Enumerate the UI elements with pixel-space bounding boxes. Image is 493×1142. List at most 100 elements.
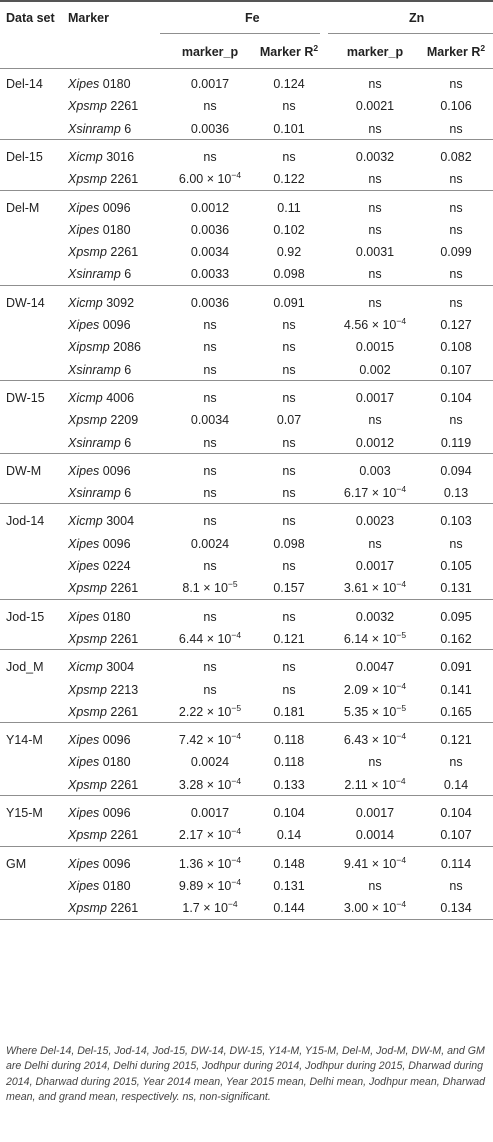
dataset-label: DW-14	[6, 295, 45, 310]
marker-prefix: Xicmp	[68, 295, 103, 310]
dataset-label: DW-M	[6, 463, 42, 478]
fe-marker-p: ns	[203, 660, 217, 675]
dataset-label: Del-15	[6, 149, 43, 164]
zn-marker-p: ns	[368, 536, 382, 551]
marker-prefix: Xipes	[68, 755, 100, 770]
fe-marker-r2: ns	[282, 340, 296, 355]
fe-marker-p: 9.89 × 10−4	[178, 876, 242, 893]
fe-marker-r2: 0.124	[273, 77, 305, 91]
marker-name: Xpsmp 2261	[68, 704, 138, 720]
fe-marker-r2: 0.144	[273, 901, 305, 916]
header-zn-marker-p: marker_p	[346, 45, 404, 59]
marker-number: 2261	[106, 777, 139, 792]
table-footnote: Where Del-14, Del-15, Jod-14, Jod-15, DW…	[6, 1045, 485, 1104]
marker-number: 2213	[106, 682, 139, 697]
dataset-label: Jod_M	[6, 660, 44, 675]
marker-prefix: Xipes	[68, 609, 100, 624]
marker-name: Xsinramp 6	[68, 266, 131, 282]
marker-prefix: Xipes	[68, 733, 100, 748]
marker-name: Xipes 0096	[68, 200, 131, 216]
zn-marker-p: 3.61 × 10−4	[343, 579, 407, 596]
fe-marker-p: 0.0034	[190, 413, 230, 428]
header-zn: Zn	[409, 11, 425, 25]
marker-number: 2261	[106, 704, 139, 719]
fe-marker-p: ns	[203, 609, 217, 624]
group-separator	[0, 189, 493, 191]
zn-group-rule	[328, 33, 493, 34]
zn-marker-p: ns	[368, 267, 382, 282]
zn-marker-r2: ns	[449, 413, 463, 428]
marker-number: 2261	[106, 828, 139, 843]
zn-marker-p: 0.0021	[355, 99, 395, 114]
marker-number: 2209	[106, 413, 139, 428]
fe-marker-r2: 0.11	[277, 200, 301, 215]
zn-marker-p: 0.002	[359, 362, 391, 377]
zn-marker-r2: ns	[449, 536, 463, 551]
zn-marker-r2: ns	[449, 755, 463, 770]
marker-name: Xpsmp 2261	[68, 777, 138, 793]
zn-marker-p: 9.41 × 10−4	[343, 854, 407, 871]
zn-marker-p: 2.11 × 10−4	[344, 775, 406, 792]
zn-marker-r2: 0.165	[440, 704, 472, 719]
zn-marker-p: ns	[368, 295, 382, 310]
fe-marker-p: ns	[203, 559, 217, 573]
zn-marker-p: ns	[368, 121, 382, 136]
marker-name: Xipes 0096	[68, 536, 131, 552]
fe-marker-r2: ns	[282, 559, 296, 573]
marker-prefix: Xipes	[68, 806, 100, 820]
zn-marker-r2: 0.131	[440, 581, 472, 596]
marker-name: Xpsmp 2261	[68, 827, 138, 843]
zn-marker-p: 0.0023	[355, 514, 395, 529]
marker-number: 4006	[102, 390, 135, 405]
marker-prefix: Xpsmp	[68, 704, 107, 719]
marker-name: Xicmp 3092	[68, 295, 134, 311]
zn-marker-p: 0.003	[359, 463, 391, 478]
fe-marker-p: ns	[203, 99, 217, 114]
marker-number: 0180	[99, 755, 131, 770]
marker-number: 0096	[99, 536, 131, 551]
marker-name: Xicmp 4006	[68, 390, 134, 406]
zn-marker-p: ns	[368, 200, 382, 215]
marker-number: 2261	[106, 99, 139, 114]
zn-marker-r2: 0.107	[440, 362, 472, 377]
marker-name: Xipes 0096	[68, 317, 131, 333]
fe-marker-p: 0.0036	[190, 121, 230, 136]
marker-prefix: Xipes	[68, 536, 100, 551]
zn-marker-r2: 0.127	[440, 318, 472, 332]
marker-prefix: Xpsmp	[68, 413, 107, 428]
marker-number: 0180	[99, 609, 131, 624]
marker-name: Xipes 0180	[68, 754, 131, 770]
fe-marker-p: 1.7 × 10−4	[182, 899, 238, 916]
zn-marker-r2: 0.119	[440, 435, 472, 450]
fe-marker-r2: 0.098	[273, 267, 305, 282]
fe-marker-p: 7.42 × 10−4	[178, 730, 242, 748]
marker-name: Xsinramp 6	[68, 485, 131, 501]
marker-name: Xpsmp 2261	[68, 580, 138, 596]
zn-marker-p: 6.43 × 10−4	[343, 730, 407, 748]
fe-marker-r2: 0.122	[273, 172, 305, 187]
marker-prefix: Xpsmp	[68, 581, 107, 596]
fe-marker-p: 2.22 × 10−5	[178, 702, 242, 719]
marker-prefix: Xicmp	[68, 514, 103, 529]
zn-marker-r2: ns	[449, 200, 463, 215]
group-separator	[0, 918, 493, 920]
header-marker: Marker	[68, 11, 109, 25]
group-separator	[0, 722, 493, 724]
zn-marker-r2: 0.095	[440, 609, 472, 624]
zn-marker-r2: 0.107	[440, 828, 472, 843]
zn-marker-r2: 0.104	[440, 390, 472, 405]
fe-marker-r2: 0.118	[273, 755, 305, 770]
fe-marker-r2: 0.148	[273, 856, 305, 871]
marker-prefix: Xsinramp	[68, 435, 121, 450]
fe-marker-p: ns	[203, 486, 217, 501]
marker-prefix: Xipes	[68, 856, 100, 871]
marker-name: Xicmp 3016	[68, 149, 134, 165]
marker-name: Xipes 0096	[68, 732, 131, 748]
marker-name: Xipes 0096	[68, 805, 131, 821]
zn-marker-p: 0.0017	[355, 559, 395, 573]
marker-number: 2261	[106, 631, 139, 646]
fe-marker-p: 0.0034	[190, 245, 230, 260]
marker-number: 0096	[99, 463, 131, 478]
dataset-label: Jod-15	[6, 609, 45, 624]
marker-number: 6	[120, 486, 132, 501]
